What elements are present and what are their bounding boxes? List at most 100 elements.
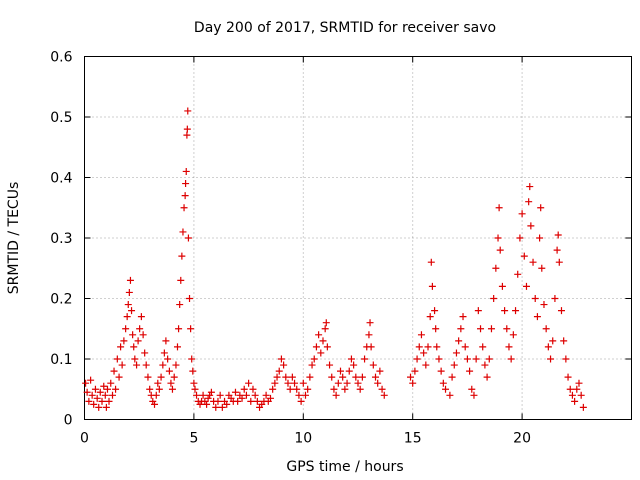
data-point xyxy=(372,373,380,381)
data-point xyxy=(516,234,524,242)
data-point xyxy=(366,319,374,327)
data-point xyxy=(275,367,283,375)
data-point xyxy=(129,331,137,339)
data-point xyxy=(177,276,185,284)
data-point xyxy=(336,367,344,375)
data-point xyxy=(461,343,469,351)
y-tick-label: 0 xyxy=(64,413,73,429)
data-point xyxy=(345,367,353,375)
data-point xyxy=(505,343,513,351)
data-point xyxy=(184,234,192,242)
y-tick-label: 0.5 xyxy=(50,110,72,126)
data-point xyxy=(88,391,96,399)
data-point xyxy=(448,373,456,381)
data-point xyxy=(231,388,239,396)
data-point xyxy=(87,376,95,384)
data-point xyxy=(341,385,349,393)
data-point xyxy=(115,373,123,381)
data-point xyxy=(549,337,557,345)
data-point xyxy=(514,270,522,278)
data-point xyxy=(501,307,509,315)
data-point xyxy=(125,288,133,296)
data-point xyxy=(477,325,485,333)
data-point xyxy=(494,234,502,242)
y-tick-label: 0.2 xyxy=(50,292,72,308)
data-point xyxy=(162,337,170,345)
data-point xyxy=(537,204,545,212)
data-point xyxy=(432,325,440,333)
data-point xyxy=(141,349,149,357)
data-point xyxy=(182,180,190,188)
data-point xyxy=(321,325,329,333)
data-point xyxy=(369,361,377,369)
data-point xyxy=(526,183,534,191)
data-point xyxy=(455,337,463,345)
data-point xyxy=(123,313,131,321)
y-tick-label: 0.6 xyxy=(50,50,72,66)
data-point xyxy=(83,388,91,396)
data-point xyxy=(367,343,375,351)
data-point xyxy=(178,252,186,260)
data-point xyxy=(293,385,301,393)
data-points xyxy=(82,107,587,411)
data-point xyxy=(347,355,355,363)
data-point xyxy=(95,403,103,411)
data-point xyxy=(495,204,503,212)
data-point xyxy=(490,295,498,302)
data-point xyxy=(533,313,541,321)
data-point xyxy=(433,343,441,351)
y-tick-label: 0.4 xyxy=(50,171,72,187)
data-point xyxy=(518,210,526,218)
data-point xyxy=(288,373,296,381)
data-point xyxy=(536,234,544,242)
data-point xyxy=(137,313,145,321)
data-point xyxy=(424,343,432,351)
data-point xyxy=(483,373,491,381)
data-point xyxy=(218,403,226,411)
data-point xyxy=(407,373,415,381)
data-point xyxy=(492,264,500,272)
data-point xyxy=(312,343,320,351)
data-point xyxy=(120,337,128,345)
data-point xyxy=(214,397,222,405)
data-point xyxy=(306,373,314,381)
data-point xyxy=(417,331,425,339)
data-point xyxy=(422,361,430,369)
data-point xyxy=(170,373,178,381)
data-point xyxy=(301,391,309,399)
data-point xyxy=(485,355,493,363)
data-point xyxy=(538,264,546,272)
data-point xyxy=(326,361,334,369)
data-point xyxy=(253,397,261,405)
data-point xyxy=(457,325,465,333)
data-point xyxy=(571,397,579,405)
data-point xyxy=(481,361,489,369)
data-point xyxy=(172,361,180,369)
data-point xyxy=(134,337,142,345)
data-point xyxy=(160,349,168,357)
data-point xyxy=(450,361,458,369)
data-point xyxy=(188,355,196,363)
data-point xyxy=(322,319,330,327)
data-point xyxy=(452,349,460,357)
data-point xyxy=(553,246,561,254)
data-point xyxy=(277,355,285,363)
data-point xyxy=(308,361,316,369)
data-point xyxy=(179,228,187,236)
data-point xyxy=(142,361,150,369)
data-point xyxy=(126,276,134,284)
x-tick-label: 20 xyxy=(513,431,531,447)
data-point xyxy=(507,355,515,363)
data-point xyxy=(101,391,109,399)
data-point xyxy=(242,391,250,399)
data-point xyxy=(531,295,539,302)
data-point xyxy=(439,379,447,387)
data-point xyxy=(299,379,307,387)
data-point xyxy=(238,394,246,402)
data-point xyxy=(415,343,423,351)
data-point xyxy=(474,307,482,315)
data-point xyxy=(334,379,342,387)
data-point xyxy=(282,373,290,381)
data-point xyxy=(90,400,98,408)
